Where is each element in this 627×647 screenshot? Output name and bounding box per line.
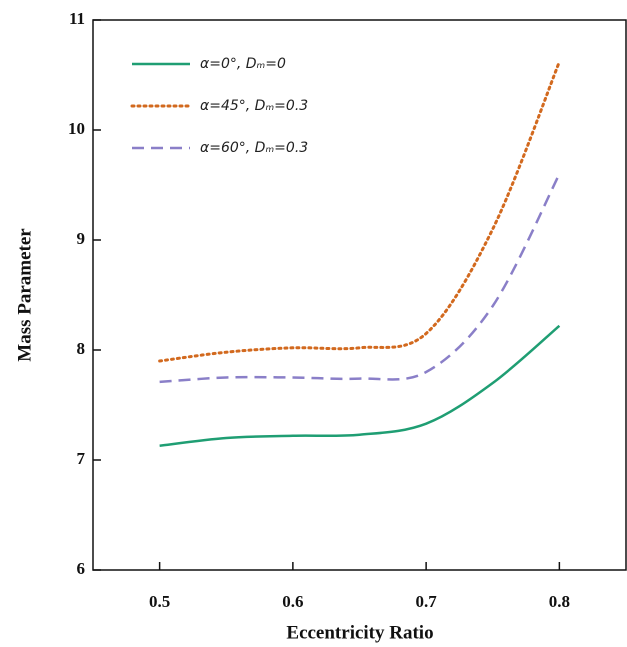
y-tick-label: 9 bbox=[77, 229, 86, 248]
x-tick-label: 0.7 bbox=[416, 592, 438, 611]
x-tick-label: 0.5 bbox=[149, 592, 170, 611]
series-line bbox=[159, 324, 561, 447]
y-tick-label: 8 bbox=[77, 339, 86, 358]
legend-label: α=45°, Dₘ=0.3 bbox=[200, 98, 308, 114]
y-tick-label: 7 bbox=[77, 449, 86, 468]
x-tick-label: 0.8 bbox=[549, 592, 570, 611]
y-axis-label: Mass Parameter bbox=[14, 228, 35, 362]
x-axis-label: Eccentricity Ratio bbox=[286, 622, 433, 643]
plot-frame bbox=[92, 19, 627, 571]
x-tick-label: 0.6 bbox=[282, 592, 303, 611]
series-line bbox=[159, 173, 561, 384]
y-tick-label: 6 bbox=[77, 559, 86, 578]
y-tick-label: 10 bbox=[68, 119, 85, 138]
legend-label: α=60°, Dₘ=0.3 bbox=[200, 140, 308, 156]
legend-label: α=0°, Dₘ=0 bbox=[200, 56, 286, 72]
series-line bbox=[158, 60, 561, 363]
y-tick-label: 11 bbox=[69, 9, 85, 28]
